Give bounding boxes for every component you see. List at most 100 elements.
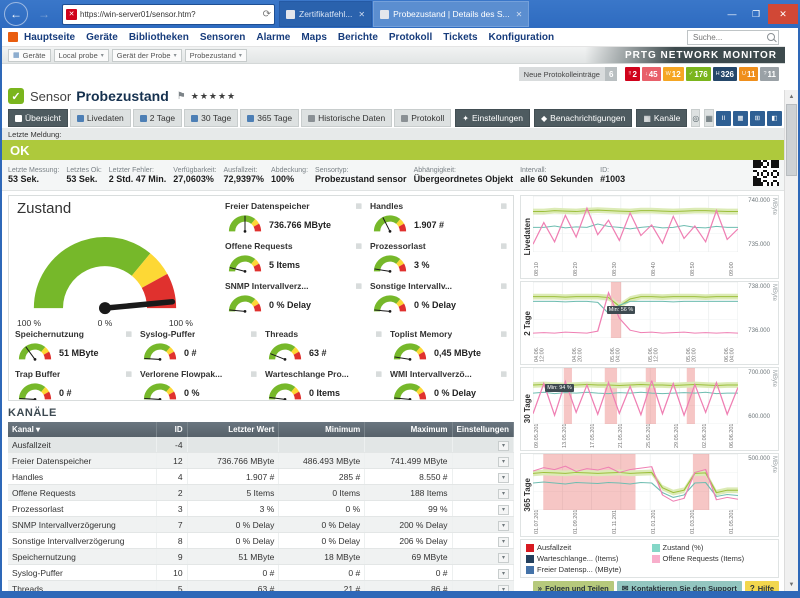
nav-item-konfiguration[interactable]: Konfiguration [488, 31, 555, 43]
chart-30-tage[interactable]: 30 Tage 09.05.2014 13.05.2014 17.05.2014 21.… [520, 367, 779, 451]
column-header-letzter-wert[interactable]: Letzter Wert [187, 422, 280, 437]
nav-item-berichte[interactable]: Berichte [337, 31, 378, 43]
breadcrumb-item-local-probe[interactable]: Local probe ▾ [53, 48, 109, 62]
column-header-kanal[interactable]: Kanal ▾ [8, 422, 157, 437]
channel-settings-button[interactable]: ▾ [497, 552, 509, 563]
minimize-button[interactable]: — [727, 9, 737, 19]
browser-tab-probezustand[interactable]: Probezustand | Details des S... ✕ [373, 1, 530, 27]
nav-item-alarme[interactable]: Alarme [256, 31, 291, 43]
scroll-up-arrow[interactable]: ▲ [788, 93, 795, 100]
browser-back-button[interactable]: ← [4, 2, 28, 26]
nav-item-hauptseite[interactable]: Hauptseite [24, 31, 76, 43]
priority-flag-icon[interactable]: ⚑ [176, 90, 186, 102]
folgen-und-teilen-button[interactable]: » Folgen und Teilen [532, 581, 614, 591]
priority-stars[interactable]: ★★★★★ [190, 90, 237, 101]
column-header-maximum[interactable]: Maximum [364, 422, 453, 437]
column-header-id[interactable]: ID [156, 422, 188, 437]
metric-settings-icon[interactable]: ▦ [355, 243, 362, 250]
channel-settings-button[interactable]: ▾ [497, 456, 509, 467]
metric-settings-icon[interactable]: ▦ [125, 331, 132, 338]
chart-livedaten[interactable]: Livedaten 08:10 08:20 08:30 08:40 08:50 09:00 7… [520, 195, 779, 279]
view-button-1[interactable]: II [715, 110, 731, 126]
status-badge[interactable]: ✓ 176 [685, 67, 711, 81]
channel-name[interactable]: Freier Datenspeicher [8, 452, 157, 469]
channel-name[interactable]: Ausfallzeit [8, 437, 157, 453]
metric-settings-icon[interactable]: ▦ [375, 371, 382, 378]
tab-2-tage[interactable]: 2 Tage [132, 109, 183, 127]
tool-button-1[interactable]: ◎ [691, 109, 701, 127]
tab-historische-daten[interactable]: Historische Daten [301, 109, 393, 127]
scroll-down-arrow[interactable]: ▼ [788, 581, 795, 588]
certificate-error-icon[interactable]: ✕ [66, 8, 77, 20]
status-badge[interactable]: ? 11 [760, 67, 779, 81]
kanäle-button[interactable]: ▦ Kanäle [636, 109, 688, 127]
channel-settings-button[interactable]: ▾ [497, 504, 509, 515]
tab-livedaten[interactable]: Livedaten [69, 109, 131, 127]
channel-settings-button[interactable]: ▾ [497, 584, 509, 591]
metric-settings-icon[interactable]: ▦ [125, 371, 132, 378]
nav-item-protokoll[interactable]: Protokoll [388, 31, 433, 43]
maximize-button[interactable]: ❐ [751, 8, 761, 19]
metric-settings-icon[interactable]: ▦ [375, 331, 382, 338]
nav-item-bibliotheken[interactable]: Bibliotheken [128, 31, 189, 43]
metric-settings-icon[interactable]: ▦ [500, 203, 507, 210]
chart-2-tage[interactable]: 2 Tage 04.06. 12:00 04.06. 20:00 05.06. 04:… [520, 281, 779, 365]
address-bar[interactable]: ✕ https://win-server01/sensor.htm? ⟳ [62, 3, 275, 25]
channel-settings-button[interactable]: ▾ [497, 440, 509, 451]
column-header-minimum[interactable]: Minimum [278, 422, 366, 437]
view-button-2[interactable]: ▦ [732, 110, 748, 126]
tab-protokoll[interactable]: Protokoll [394, 109, 452, 127]
channel-name[interactable]: Prozessorlast [8, 500, 157, 517]
channel-settings-button[interactable]: ▾ [497, 488, 509, 499]
metric-settings-icon[interactable]: ▦ [355, 203, 362, 210]
channel-settings-button[interactable]: ▾ [497, 472, 509, 483]
tab-close-icon[interactable]: ✕ [358, 9, 366, 19]
channel-name[interactable]: Handles [8, 468, 157, 485]
metric-settings-icon[interactable]: ▦ [355, 283, 362, 290]
hilfe-button[interactable]: ? Hilfe [744, 581, 779, 591]
channel-name[interactable]: Syslog-Puffer [8, 564, 157, 581]
refresh-icon[interactable]: ⟳ [262, 8, 271, 20]
tab-30-tage[interactable]: 30 Tage [184, 109, 239, 127]
breadcrumb-item-probezustand[interactable]: Probezustand ▾ [184, 48, 247, 62]
metric-settings-icon[interactable]: ▦ [250, 371, 257, 378]
nav-item-maps[interactable]: Maps [301, 31, 327, 43]
channel-settings-button[interactable]: ▾ [497, 520, 509, 531]
status-badge[interactable]: !! 2 [625, 67, 640, 81]
search-input[interactable] [691, 31, 767, 43]
browser-tab-certificate-error[interactable]: Zertifikatfehl... ✕ [279, 1, 373, 27]
channel-settings-button[interactable]: ▾ [497, 568, 509, 579]
close-button[interactable]: ✕ [768, 4, 798, 24]
benachrichtigungen-button[interactable]: ◆ Benachrichtigungen [534, 109, 633, 127]
status-badge[interactable]: ↓ 45 [641, 67, 661, 81]
channel-name[interactable]: Speichernutzung [8, 548, 157, 565]
url-text[interactable]: https://win-server01/sensor.htm? [80, 9, 196, 19]
browser-forward-button[interactable]: → [38, 7, 50, 21]
nav-item-sensoren[interactable]: Sensoren [199, 31, 246, 43]
tool-button-2[interactable]: ▦ [704, 109, 714, 127]
status-badge[interactable]: W 12 [662, 67, 684, 81]
tab-close-icon[interactable]: ✕ [515, 9, 523, 19]
tab-365-tage[interactable]: 365 Tage [240, 109, 300, 127]
tab-übersicht[interactable]: Übersicht [8, 109, 68, 127]
nav-item-tickets[interactable]: Tickets [443, 31, 478, 43]
channel-name[interactable]: Sonstige Intervallverzögerung [8, 532, 157, 549]
view-button-4[interactable]: ◧ [766, 110, 782, 126]
channel-name[interactable]: Threads [8, 580, 157, 591]
channel-name[interactable]: SNMP Intervallverzögerung [8, 516, 157, 533]
breadcrumb-item-geräte[interactable]: ▦ Geräte [8, 48, 51, 62]
channel-settings-button[interactable]: ▾ [497, 536, 509, 547]
einstellungen-button[interactable]: ✦ Einstellungen [455, 109, 531, 127]
channel-name[interactable]: Offene Requests [8, 484, 157, 501]
vertical-scrollbar[interactable]: ▲ ▼ [784, 90, 798, 591]
metric-settings-icon[interactable]: ▦ [500, 371, 507, 378]
nav-item-geräte[interactable]: Geräte [86, 31, 118, 43]
metric-settings-icon[interactable]: ▦ [500, 331, 507, 338]
breadcrumb-item-gerät-der-probe[interactable]: Gerät der Probe ▾ [111, 48, 182, 62]
view-button-3[interactable]: ⊞ [749, 110, 765, 126]
metric-settings-icon[interactable]: ▦ [500, 243, 507, 250]
status-badge[interactable]: U 11 [739, 67, 759, 81]
metric-settings-icon[interactable]: ▦ [250, 331, 257, 338]
chart-365-tage[interactable]: 365 Tage 01.07.2013 01.09.2013 01.11.2013 01… [520, 453, 779, 537]
column-header-einstellungen[interactable]: Einstellungen [452, 422, 515, 437]
